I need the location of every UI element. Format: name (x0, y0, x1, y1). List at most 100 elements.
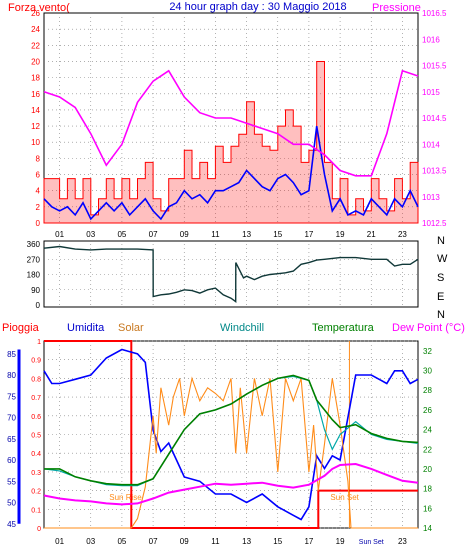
rain-axis-tick-label: 0.5 (31, 433, 41, 440)
rain-axis-title: Pioggia (2, 322, 40, 334)
temperature-axis-tick-label: 24 (423, 426, 432, 435)
rain-axis-tick-label: 0.2 (31, 489, 41, 496)
panel-direction-frame (43, 240, 419, 308)
temperature-axis-tick-label: 26 (423, 406, 432, 415)
dewpoint-series (43, 462, 419, 506)
sunrise-label: Sun Rise (109, 493, 142, 502)
wind-axis-tick-label: 6 (36, 171, 41, 180)
temperature-series (44, 374, 419, 486)
rain-axis-tick-label: 0.7 (31, 395, 41, 402)
wind-gust-series (43, 61, 419, 224)
climate-hour-tick-label: 01 (55, 537, 64, 546)
wind-average-series (43, 125, 419, 221)
wind-axis-tick-label: 4 (36, 187, 41, 196)
rain-axis-tick-label: 1 (37, 339, 41, 346)
humidity-axis-tick-label: 75 (7, 392, 16, 401)
humidity-axis-tick-label: 85 (7, 350, 16, 359)
temperature-axis-tick-label: 30 (423, 367, 432, 376)
wind-panel: 024681012141618202224261012.510131013.51… (31, 9, 447, 239)
climate-panel: 0 0.1 0.2 0.3 0.4 0.5 0.6 0.7 0.8 0.9 1 45 50 55 60 65 7… (7, 339, 432, 546)
hour-tick-label: 21 (367, 230, 376, 239)
hour-tick-label: 11 (211, 230, 220, 239)
temperature-axis-tick-label: 32 (423, 347, 432, 356)
windchill-legend: Windchill (220, 322, 264, 334)
climate-hour-tick-label: 13 (242, 537, 251, 546)
hour-tick-label: 07 (149, 230, 158, 239)
wind-axis-tick-label: 22 (31, 41, 40, 50)
pressure-axis-tick-label: 1014 (422, 140, 440, 149)
humidity-axis-tick-label: 50 (7, 499, 16, 508)
wind-direction-series (43, 245, 419, 303)
wind-axis-tick-label: 26 (31, 9, 40, 18)
hour-tick-label: 03 (86, 230, 95, 239)
climate-hour-tick-label: 03 (86, 537, 95, 546)
wind-axis-tick-label: 8 (36, 154, 41, 163)
humidity-legend: Umidita (67, 322, 105, 334)
rain-axis-tick-label: 0.8 (31, 376, 41, 383)
compass-label: E (437, 291, 444, 303)
pressure-axis-tick-label: 1016.5 (422, 9, 447, 18)
rain-daylight-series (44, 340, 418, 529)
hour-tick-label: 01 (55, 230, 64, 239)
hour-tick-label: 17 (304, 230, 313, 239)
climate-hour-tick-label: 07 (149, 537, 158, 546)
solar-series (44, 376, 418, 529)
hour-tick-label: 19 (336, 230, 345, 239)
wind-axis-tick-label: 2 (36, 203, 41, 212)
temperature-axis-tick-label: 18 (423, 485, 432, 494)
pressure-axis-tick-label: 1012.5 (422, 219, 447, 228)
wind-axis-tick-label: 14 (31, 106, 40, 115)
pressure-axis-tick-label: 1013.5 (422, 167, 447, 176)
wind-axis-tick-label: 10 (31, 138, 40, 147)
climate-hour-tick-label: 23 (398, 537, 407, 546)
pressure-axis-tick-label: 1015 (422, 88, 440, 97)
rain-axis-tick-label: 0.4 (31, 451, 41, 458)
direction-axis-tick-label: 360 (27, 240, 41, 249)
hour-tick-label: 09 (180, 230, 189, 239)
humidity-series (43, 348, 419, 521)
climate-hour-tick-label: 17 (304, 537, 313, 546)
wind-axis-title: Forza vento( (8, 2, 70, 14)
climate-hour-tick-label: Sun Set (359, 539, 384, 546)
compass-label: N (437, 309, 445, 321)
wind-axis-tick-label: 20 (31, 57, 40, 66)
hour-tick-label: 23 (398, 230, 407, 239)
hour-tick-label: 15 (273, 230, 282, 239)
direction-axis-tick-label: 270 (27, 255, 41, 264)
dewpoint-legend: Dew Point (°C) (392, 322, 465, 334)
climate-hour-tick-label: 19 (336, 537, 345, 546)
temperature-axis-tick-label: 28 (423, 386, 432, 395)
temperature-axis-tick-label: 20 (423, 465, 432, 474)
humidity-axis-tick-label: 55 (7, 477, 16, 486)
direction-axis-tick-label: 90 (31, 286, 40, 295)
pressure-axis-tick-label: 1013 (422, 193, 440, 202)
solar-legend: Solar (118, 322, 144, 334)
pressure-axis-tick-label: 1016 (422, 35, 440, 44)
pressure-axis-tick-label: 1014.5 (422, 114, 447, 123)
climate-hour-tick-label: 09 (180, 537, 189, 546)
humidity-axis-tick-label: 80 (7, 371, 16, 380)
humidity-axis-tick-label: 60 (7, 456, 16, 465)
humidity-axis-tick-label: 65 (7, 435, 16, 444)
wind-axis-tick-label: 16 (31, 90, 40, 99)
humidity-axis-tick-label: 70 (7, 414, 16, 423)
rain-axis-tick-label: 0.1 (31, 507, 41, 514)
pressure-axis-title: Pressione (372, 2, 421, 14)
compass-label: S (437, 272, 444, 284)
temperature-axis-tick-label: 22 (423, 445, 432, 454)
wind-axis-tick-label: 24 (31, 25, 40, 34)
direction-axis-tick-label: 0 (36, 301, 41, 310)
rain-axis-tick-label: 0.6 (31, 414, 41, 421)
compass-label: W (437, 253, 448, 265)
pressure-axis-tick-label: 1015.5 (422, 62, 447, 71)
windchill-series (43, 375, 419, 487)
hour-tick-label: 05 (117, 230, 126, 239)
sunset-label: Sun Set (330, 493, 359, 502)
temperature-axis-tick-label: 14 (423, 524, 432, 533)
climate-hour-tick-label: 11 (211, 537, 220, 546)
wind-axis-tick-label: 12 (31, 122, 40, 131)
chart-title: 24 hour graph day : 30 Maggio 2018 (169, 1, 346, 13)
rain-axis-tick-label: 0 (37, 526, 41, 533)
